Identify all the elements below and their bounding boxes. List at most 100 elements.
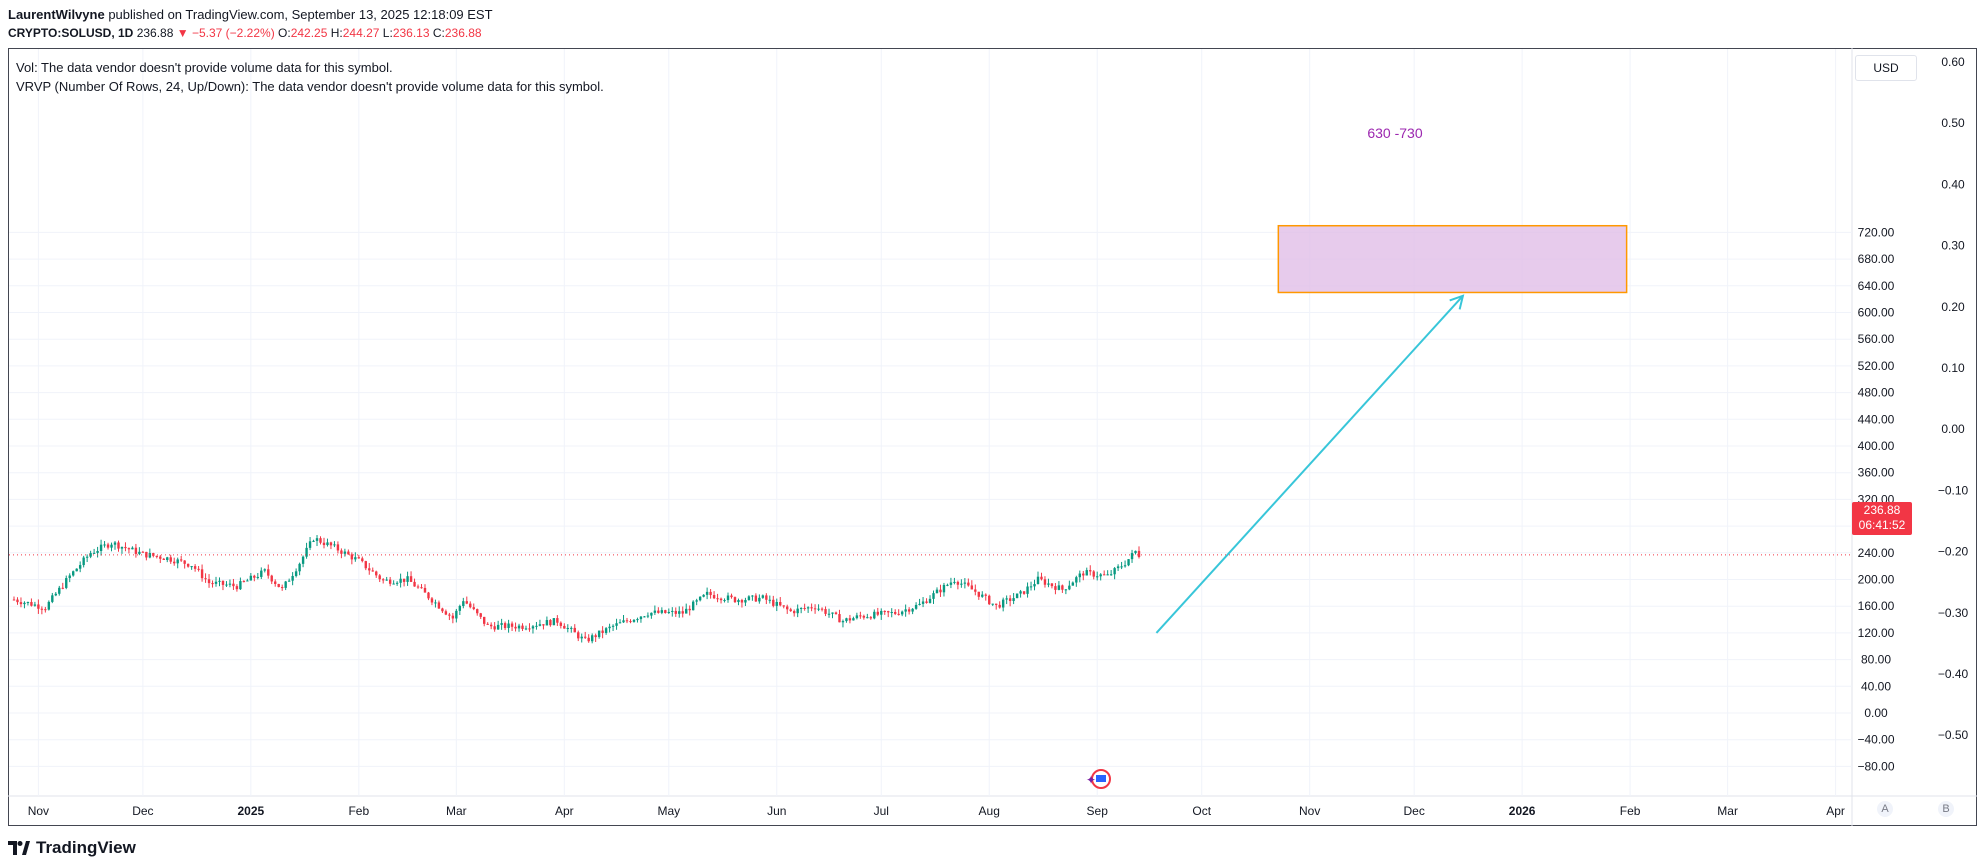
- candle-body: [134, 547, 138, 554]
- chart-frame[interactable]: 720.00 680.00 640.00 600.00 560.00 520.00 480.…: [8, 48, 1977, 826]
- candle-body: [26, 602, 30, 604]
- candle-body: [113, 542, 117, 545]
- y-tick-label-right: 0.00: [1941, 422, 1965, 436]
- candle-body: [430, 598, 434, 603]
- currency-selector[interactable]: USD: [1855, 55, 1917, 81]
- candle-body: [517, 625, 521, 629]
- candle-body: [876, 611, 879, 615]
- candle-body: [949, 582, 953, 585]
- y-tick-label: 600.00: [1858, 306, 1895, 320]
- candle-body: [883, 610, 886, 612]
- symbol-label[interactable]: CRYPTO:SOLUSD, 1D: [8, 26, 134, 40]
- candle-body: [855, 615, 859, 619]
- candle-body: [253, 575, 256, 578]
- y-tick-label-right: 0.50: [1941, 116, 1965, 130]
- forecast-arrow-head: [1449, 294, 1465, 310]
- candle-body: [1047, 583, 1050, 585]
- candle-body: [768, 599, 772, 601]
- candle-body: [1040, 576, 1043, 580]
- candle-body: [1075, 577, 1078, 583]
- candle-body: [162, 558, 165, 560]
- y-tick-label: 80.00: [1861, 653, 1891, 667]
- candle-body: [343, 551, 347, 554]
- candle-body: [570, 627, 573, 629]
- candle-body: [249, 575, 253, 581]
- candle-body: [956, 581, 960, 585]
- y-tick-label: 40.00: [1861, 679, 1891, 693]
- close-value: 236.88: [444, 26, 482, 40]
- candle-body: [772, 599, 775, 606]
- candle-body: [103, 544, 106, 546]
- candle-body: [124, 546, 127, 549]
- b-scale-button[interactable]: B: [1938, 801, 1954, 817]
- x-tick-label: 2025: [237, 804, 264, 818]
- candle-body: [207, 579, 211, 584]
- candle-body: [235, 586, 239, 590]
- candle-body: [190, 566, 193, 568]
- candle-body: [315, 538, 319, 541]
- candle-body: [563, 625, 566, 629]
- candle-body: [1043, 579, 1047, 585]
- candle-body: [155, 555, 159, 557]
- x-tick-label: Sep: [1087, 804, 1109, 818]
- price-chart[interactable]: 720.00 680.00 640.00 600.00 560.00 520.00 480.…: [8, 48, 1977, 826]
- candle-body: [92, 552, 96, 554]
- candle-body: [946, 584, 949, 586]
- candle-body: [991, 603, 994, 605]
- candle-body: [85, 556, 89, 558]
- candle-body: [1071, 582, 1075, 586]
- candle-body: [705, 591, 709, 595]
- candle-body: [1026, 586, 1029, 594]
- candle-body: [340, 550, 343, 554]
- candle-body: [719, 598, 723, 601]
- candle-body: [256, 576, 260, 578]
- candle-body: [228, 583, 232, 585]
- candle-body: [531, 626, 535, 629]
- y-tick-label-right: 0.10: [1941, 361, 1965, 375]
- candle-body: [496, 624, 500, 630]
- candle-body: [524, 628, 528, 630]
- last-price: 236.88: [136, 26, 174, 40]
- candle-body: [796, 608, 799, 614]
- candle-body: [904, 609, 907, 612]
- y-tick-label: 520.00: [1858, 359, 1895, 373]
- candle-body: [179, 559, 183, 561]
- candle-body: [347, 551, 350, 555]
- candle-body: [12, 599, 16, 601]
- author-name[interactable]: LaurentWilvyne: [8, 7, 105, 22]
- candle-body: [810, 607, 813, 609]
- y-tick-label: 560.00: [1858, 332, 1895, 346]
- candle-body: [1050, 583, 1054, 587]
- y-tick-label: 680.00: [1858, 252, 1895, 266]
- candle-body: [678, 611, 681, 614]
- tradingview-brand[interactable]: TradingView: [36, 838, 136, 857]
- vrvp-note: VRVP (Number Of Rows, 24, Up/Down): The …: [16, 79, 604, 94]
- vol-note: Vol: The data vendor doesn't provide vol…: [16, 60, 393, 75]
- candle-body: [834, 612, 838, 615]
- candle-body: [890, 612, 893, 614]
- high-value: 244.27: [342, 26, 380, 40]
- auto-scale-button[interactable]: A: [1877, 801, 1893, 817]
- candle-body: [838, 614, 841, 623]
- badge-countdown: 06:41:52: [1858, 518, 1906, 532]
- candle-body: [350, 554, 354, 560]
- candle-body: [747, 596, 751, 600]
- candle-body: [911, 608, 914, 612]
- y-tick-label-right: 0.20: [1941, 300, 1965, 314]
- candle-body: [267, 569, 270, 576]
- chart-header: LaurentWilvyne published on TradingView.…: [8, 6, 493, 42]
- candle-body: [880, 610, 883, 615]
- candle-body: [416, 586, 420, 588]
- high-label: H:: [330, 26, 343, 40]
- candle-body: [423, 587, 427, 593]
- candle-body: [1109, 574, 1113, 576]
- x-tick-label: Apr: [1826, 804, 1845, 818]
- candle-body: [538, 624, 542, 626]
- candle-body: [30, 602, 33, 606]
- candle-body: [402, 578, 406, 582]
- candle-body: [723, 600, 726, 602]
- candle-body: [381, 579, 385, 581]
- candle-body: [650, 612, 653, 616]
- candle-body: [820, 608, 824, 610]
- candle-body: [841, 621, 845, 623]
